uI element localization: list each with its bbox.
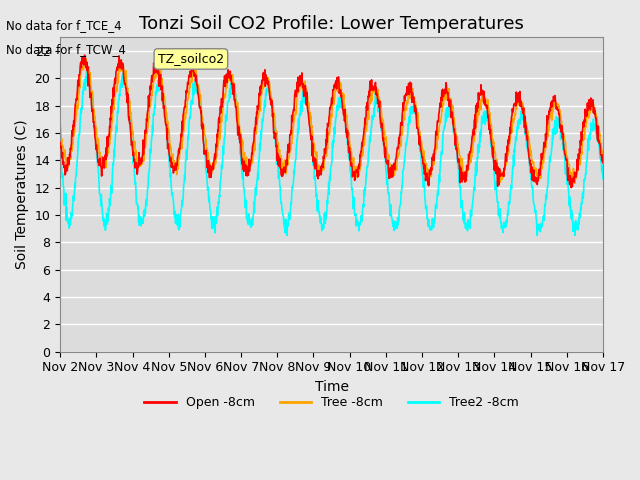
Text: No data for f_TCW_4: No data for f_TCW_4 <box>6 43 126 56</box>
Open -8cm <box>416 143 424 148</box>
Open -8cm <box>599 160 607 166</box>
Text: TZ_soilco2: TZ_soilco2 <box>158 52 224 65</box>
Tree -8cm <box>83 57 90 62</box>
Line: Tree2 -8cm: Tree2 -8cm <box>60 68 603 235</box>
Y-axis label: Soil Temperatures (C): Soil Temperatures (C) <box>15 120 29 269</box>
Title: Tonzi Soil CO2 Profile: Lower Temperatures: Tonzi Soil CO2 Profile: Lower Temperatur… <box>139 15 524 33</box>
Open -8cm <box>487 136 495 142</box>
Tree2 -8cm <box>283 232 291 238</box>
Tree -8cm <box>164 127 172 132</box>
Tree2 -8cm <box>238 172 246 178</box>
Open -8cm <box>177 131 185 137</box>
Tree -8cm <box>416 129 424 134</box>
Tree2 -8cm <box>164 143 172 149</box>
Tree -8cm <box>56 123 64 129</box>
Tree2 -8cm <box>56 153 64 159</box>
Line: Tree -8cm: Tree -8cm <box>60 60 603 183</box>
Line: Open -8cm: Open -8cm <box>60 55 603 188</box>
Open -8cm <box>164 142 172 147</box>
Tree -8cm <box>535 168 543 174</box>
X-axis label: Time: Time <box>314 380 349 394</box>
Open -8cm <box>567 185 575 191</box>
Tree -8cm <box>487 123 495 129</box>
Tree -8cm <box>599 152 607 157</box>
Text: No data for f_TCE_4: No data for f_TCE_4 <box>6 19 122 32</box>
Tree2 -8cm <box>535 226 543 232</box>
Tree2 -8cm <box>488 136 495 142</box>
Open -8cm <box>81 52 88 58</box>
Tree2 -8cm <box>417 149 424 155</box>
Open -8cm <box>535 167 543 173</box>
Tree2 -8cm <box>599 176 607 181</box>
Tree2 -8cm <box>84 65 92 71</box>
Tree -8cm <box>177 143 185 148</box>
Legend: Open -8cm, Tree -8cm, Tree2 -8cm: Open -8cm, Tree -8cm, Tree2 -8cm <box>140 391 524 414</box>
Tree -8cm <box>238 144 246 150</box>
Tree -8cm <box>571 180 579 186</box>
Tree2 -8cm <box>177 206 185 212</box>
Open -8cm <box>238 161 246 167</box>
Open -8cm <box>56 140 64 145</box>
